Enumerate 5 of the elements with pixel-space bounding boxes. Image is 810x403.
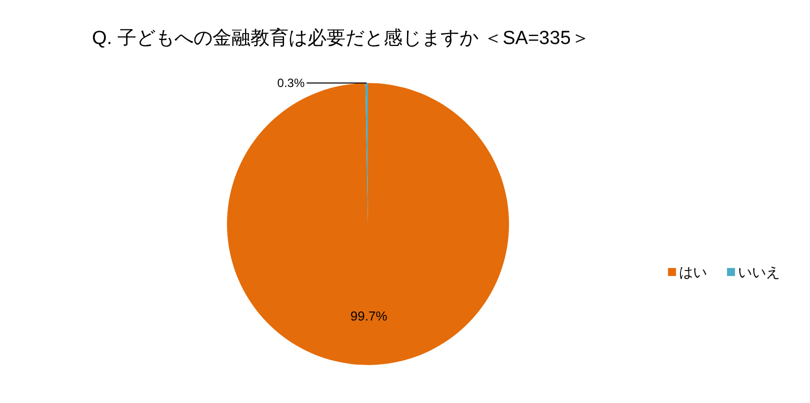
chart-title: Q. 子どもへの金融教育は必要だと感じますか ＜SA=335＞ xyxy=(92,27,590,49)
legend-label: はい xyxy=(679,264,707,280)
data-label: 99.7% xyxy=(350,308,388,324)
legend-label: いいえ xyxy=(738,264,780,280)
data-label: 0.3% xyxy=(277,76,305,90)
